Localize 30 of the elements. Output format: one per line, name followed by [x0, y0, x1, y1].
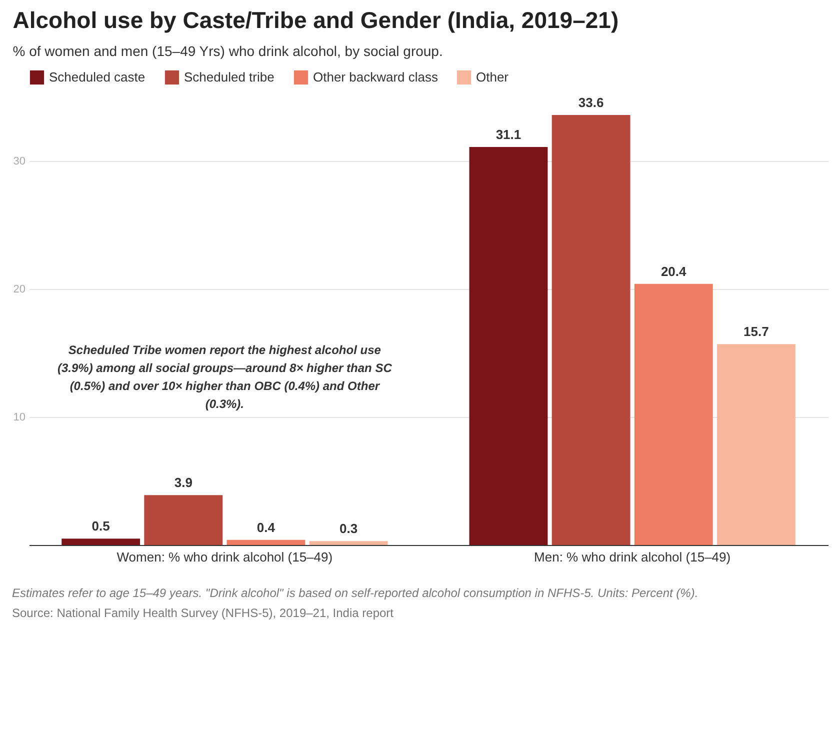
bar — [144, 495, 223, 545]
y-tick-label: 30 — [13, 156, 26, 168]
y-tick-label: 10 — [13, 412, 26, 424]
data-label: 33.6 — [578, 95, 604, 110]
data-label: 0.4 — [256, 520, 276, 535]
legend-label: Scheduled tribe — [184, 69, 274, 84]
y-tick-label: 20 — [13, 284, 26, 296]
x-tick-label: Men: % who drink alcohol (15–49) — [534, 550, 731, 564]
bar — [226, 540, 306, 545]
bar — [62, 538, 140, 545]
data-label: 0.5 — [92, 518, 110, 534]
bar — [469, 146, 548, 545]
chart-title: Alcohol use by Caste/Tribe and Gender (India, 2019–21) — [12, 7, 619, 33]
bar — [634, 284, 713, 545]
data-label: 3.9 — [174, 475, 192, 490]
source-note: Source: National Family Health Survey (NFHS-5), 2019–21, India report — [12, 606, 395, 620]
legend-label: Other — [476, 69, 510, 84]
bar — [716, 344, 796, 545]
legend-label: Other backward class — [313, 69, 438, 84]
data-label: 31.1 — [496, 126, 522, 142]
bar — [309, 541, 388, 545]
data-label: 20.4 — [660, 264, 688, 279]
annotation: Scheduled Tribe women report the highest alcohol use (3.9%) among all social groups—around 8× higher than SC (0.5%) and over 10× higher than OBC (0.4%) and Other (0.3%). — [57, 343, 392, 411]
legend-label: Scheduled caste — [49, 69, 146, 84]
data-label: 15.7 — [744, 324, 769, 340]
text: Estimates refer to age 15–49 years. "Drink alcohol" is based on self-reported alcohol consumption in NFHS-5. Units: Percent (%). — [12, 586, 700, 600]
bar — [552, 115, 630, 545]
chart-subtitle: % of women and men (15–49 Yrs) who drink alcohol, by social group. — [12, 43, 443, 59]
data-label: 0.3 — [339, 521, 358, 536]
x-tick-label: Women: % who drink alcohol (15–49) — [116, 550, 333, 564]
